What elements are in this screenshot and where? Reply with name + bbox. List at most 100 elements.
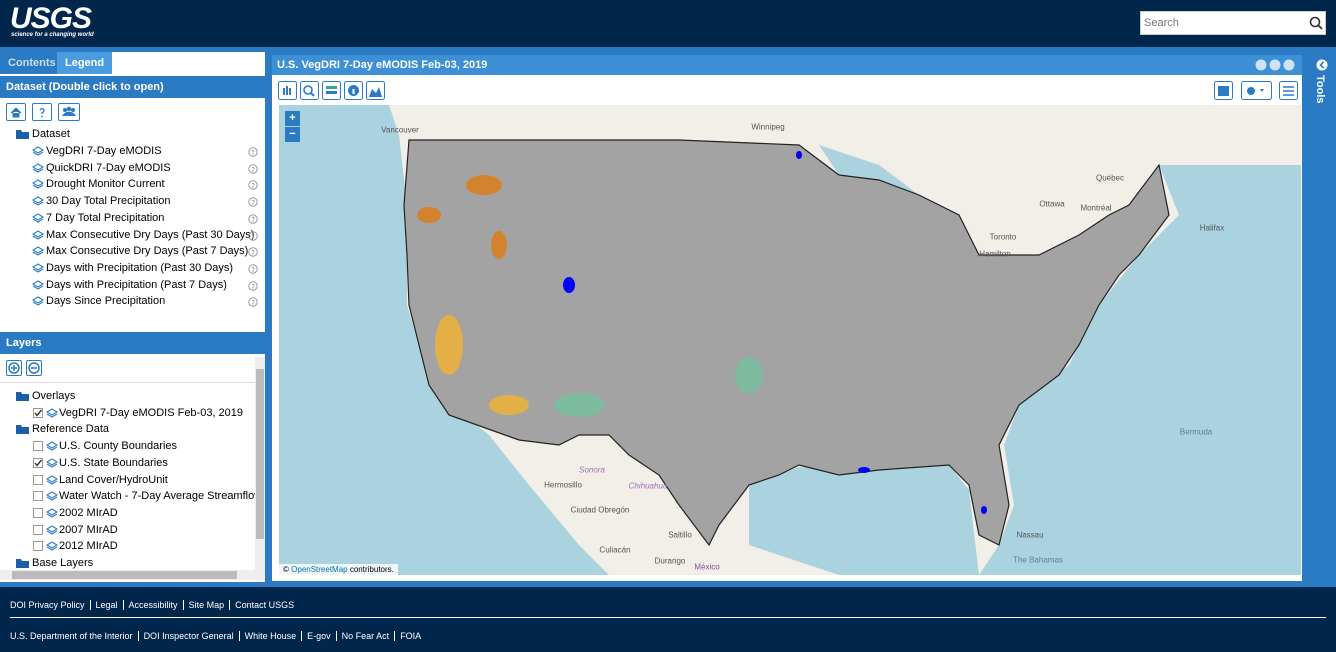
tools-label[interactable]: Tools — [1314, 75, 1326, 104]
dataset-item[interactable]: VegDRI 7-Day eMODIS — [0, 143, 265, 159]
map[interactable]: Winnipeg Vancouver Québec Ottawa Montréa… — [279, 105, 1301, 575]
dataset-item[interactable]: Max Consecutive Dry Days (Past 30 Days) — [0, 227, 265, 243]
dataset-label[interactable]: Days Since Precipitation — [46, 295, 166, 308]
home-button[interactable] — [6, 103, 26, 121]
help-button[interactable] — [32, 103, 52, 121]
attribution-link[interactable]: OpenStreetMap — [291, 565, 348, 574]
layer-label: 2007 MIrAD — [59, 523, 118, 536]
zoom-out[interactable]: − — [285, 127, 300, 142]
map-options[interactable] — [1214, 81, 1299, 101]
place-label: Ottawa — [1039, 199, 1065, 209]
help-icon — [248, 147, 258, 160]
help-icon — [248, 197, 258, 210]
layer-icon — [45, 508, 59, 522]
footer-link[interactable]: Legal — [89, 600, 123, 610]
footer-link[interactable]: U.S. Department of the Interior — [10, 631, 133, 641]
map-toolbar[interactable] — [278, 81, 388, 101]
footer-link[interactable]: Accessibility — [122, 600, 183, 610]
layer-icon — [31, 163, 45, 177]
dataset-label[interactable]: Max Consecutive Dry Days (Past 7 Days) — [46, 245, 249, 258]
footer-link[interactable]: DOI Privacy Policy — [10, 600, 85, 610]
layer-item[interactable]: 2002 MIrAD — [0, 505, 255, 521]
dataset-tree: Dataset VegDRI 7-Day eMODIS QuickDRI 7-Day… — [0, 126, 265, 326]
layer-item[interactable]: VegDRI 7-Day eMODIS Feb-03, 2019 — [0, 405, 255, 421]
footer-link[interactable]: Contact USGS — [229, 600, 300, 610]
layer-item[interactable]: 2007 MIrAD — [0, 522, 255, 538]
tab[interactable]: Legend — [57, 52, 113, 74]
layer-label: Land Cover/HydroUnit — [59, 473, 168, 486]
scrollbar[interactable] — [255, 357, 265, 570]
place-label: Chihuahua — [628, 481, 668, 491]
footer-links: U.S. Department of the Interior DOI Inspe… — [10, 631, 427, 641]
layer-item[interactable]: U.S. State Boundaries — [0, 455, 255, 471]
help-icon — [248, 280, 258, 294]
search-input[interactable] — [1140, 11, 1326, 35]
layer-item[interactable]: 2012 MIrAD — [0, 538, 255, 554]
group-label: Reference Data — [32, 423, 110, 436]
tab[interactable]: Contents — [0, 52, 64, 74]
footer-link[interactable]: Site Map — [182, 600, 230, 610]
logo[interactable]: USGS — [10, 2, 92, 35]
layer-item[interactable]: Water Watch - 7-Day Average Streamflow — [0, 488, 255, 504]
footer-link[interactable]: DOI Inspector General — [137, 631, 239, 641]
dataset-label[interactable]: VegDRI 7-Day eMODIS — [46, 145, 162, 157]
place-label: Saltillo — [668, 530, 692, 540]
zoom-in[interactable]: + — [285, 111, 300, 126]
dataset-label[interactable]: 30 Day Total Precipitation — [46, 195, 171, 208]
dataset-label[interactable]: QuickDRI 7-Day eMODIS — [46, 161, 171, 174]
checkbox — [33, 524, 43, 538]
map-title: U.S. VegDRI 7-Day eMODIS Feb-03, 2019 — [272, 55, 1302, 75]
layer-icon — [45, 491, 59, 505]
users-button[interactable] — [58, 103, 80, 121]
tagline: science for a changing world — [11, 32, 94, 38]
place-label: Halifax — [1199, 223, 1225, 233]
place-label: Toronto — [989, 232, 1017, 242]
place-label: Winnipeg — [751, 122, 785, 132]
dataset-item[interactable]: Days with Precipitation (Past 30 Days) — [0, 260, 265, 276]
checkbox-checked — [33, 457, 43, 471]
place-label: Québec — [1095, 173, 1125, 183]
dataset-label[interactable]: Max Consecutive Dry Days (Past 30 Days) — [46, 228, 255, 241]
dataset-item[interactable]: Max Consecutive Dry Days (Past 7 Days) — [0, 243, 265, 259]
layer-item[interactable]: U.S. County Boundaries — [0, 438, 255, 454]
collapse-button[interactable] — [26, 360, 42, 376]
footer-link[interactable]: No Fear Act — [335, 631, 395, 641]
dataset-label[interactable]: Days with Precipitation (Past 30 Days) — [46, 261, 234, 274]
folder-icon — [16, 129, 30, 143]
search-icon[interactable] — [1309, 16, 1323, 30]
help-icon — [248, 180, 258, 193]
layer-item[interactable]: Land Cover/HydroUnit — [0, 472, 255, 488]
dataset-label[interactable]: Days with Precipitation (Past 7 Days) — [46, 278, 227, 291]
help-icon — [248, 247, 258, 260]
place-label: Durango — [654, 556, 686, 566]
tools-bar[interactable] — [1308, 52, 1336, 582]
footer-link[interactable]: FOIA — [394, 631, 427, 641]
place-label: The Bahamas — [1013, 555, 1063, 565]
folder-icon — [16, 391, 30, 405]
dataset-item[interactable]: 30 Day Total Precipitation — [0, 193, 265, 209]
layer-label: Water Watch - 7-Day Average Streamflow — [59, 490, 255, 503]
dataset-item[interactable]: Days Since Precipitation — [0, 293, 265, 309]
expand-button[interactable] — [6, 360, 22, 376]
help-icon — [248, 214, 258, 227]
layer-icon — [31, 296, 45, 310]
dataset-item[interactable]: 7 Day Total Precipitation — [0, 210, 265, 226]
layer-icon — [31, 213, 45, 227]
layer-group[interactable]: Reference Data — [0, 421, 255, 437]
dataset-item[interactable]: Drought Monitor Current — [0, 176, 265, 192]
scrollbar[interactable] — [0, 570, 265, 580]
footer-link[interactable]: E-gov — [301, 631, 336, 641]
layer-group[interactable]: Overlays — [0, 388, 255, 404]
dataset-label[interactable]: Drought Monitor Current — [46, 178, 165, 191]
tree-group[interactable]: Dataset — [0, 126, 265, 142]
attribution-text: contributors. — [349, 565, 394, 574]
dataset-item[interactable]: Days with Precipitation (Past 7 Days) — [0, 277, 265, 293]
dataset-item[interactable]: QuickDRI 7-Day eMODIS — [0, 160, 265, 176]
window-controls[interactable] — [1254, 58, 1300, 72]
dataset-label[interactable]: 7 Day Total Precipitation — [46, 211, 165, 224]
footer-link[interactable]: White House — [238, 631, 302, 641]
attribution: © OpenStreetMap contributors. — [279, 564, 398, 575]
layer-group[interactable]: Base Layers — [0, 555, 255, 570]
place-label: Sonora — [579, 465, 605, 475]
